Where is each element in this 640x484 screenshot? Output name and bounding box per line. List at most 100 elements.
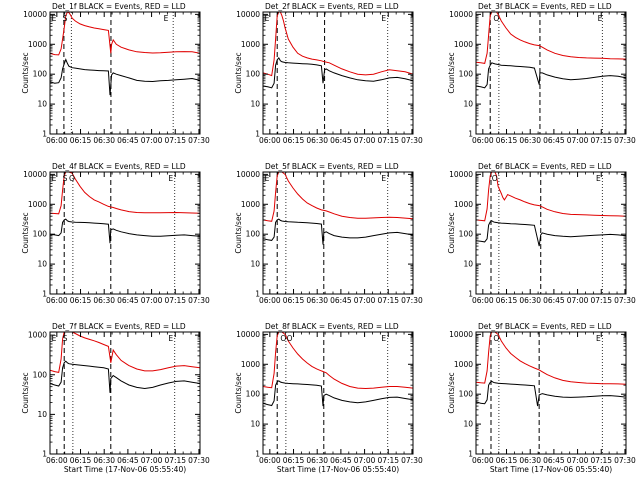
x-tick-label: 07:00 — [354, 296, 376, 305]
y-axis-label: Counts/sec — [447, 52, 456, 93]
y-tick-label: 1000 — [28, 331, 47, 340]
x-tick-label: 07:15 — [377, 456, 399, 465]
y-tick-label: 1 — [42, 130, 47, 139]
annotation-label: E — [265, 174, 270, 183]
y-tick-label: 10 — [250, 100, 260, 109]
x-tick-label: 06:00 — [259, 296, 281, 305]
x-tick-label: 07:15 — [377, 136, 399, 145]
x-tick-label: 07:00 — [354, 456, 376, 465]
y-tick-label: 100 — [33, 370, 48, 379]
x-tick-label: 06:00 — [46, 296, 68, 305]
x-tick-label: 07:30 — [188, 296, 210, 305]
series-line-events — [476, 62, 626, 89]
detector-panel-9: Det_9f BLACK = Events, RED = LLD O E 1 10 100… — [447, 322, 636, 474]
x-tick-label: 07:30 — [401, 136, 423, 145]
x-tick-label: 06:30 — [306, 456, 328, 465]
y-tick-label: 1000 — [28, 200, 47, 209]
series-line-events — [263, 380, 413, 407]
x-tick-label: 06:45 — [117, 136, 139, 145]
y-tick-label: 100 — [246, 230, 261, 239]
x-tick-label: 06:15 — [70, 456, 92, 465]
x-tick-label: 07:30 — [188, 136, 210, 145]
y-tick-label: 100 — [33, 230, 48, 239]
y-axis-label: Counts/sec — [21, 372, 30, 413]
panel-title: Det_6f BLACK = Events, RED = LLD — [478, 162, 612, 171]
y-tick-label: 100 — [459, 390, 474, 399]
series-line-events — [50, 58, 200, 96]
x-tick-label: 06:15 — [283, 456, 305, 465]
y-tick-label: 1000 — [241, 40, 260, 49]
plot-frame — [49, 331, 201, 455]
panel-title: Det_3f BLACK = Events, RED = LLD — [478, 2, 612, 11]
y-axis-label: Counts/sec — [447, 212, 456, 253]
plot-frame — [49, 11, 201, 135]
y-tick-label: 10000 — [236, 10, 260, 19]
plot-frame — [262, 171, 414, 295]
annotation-label: O — [492, 174, 498, 183]
plot-frame — [475, 11, 627, 135]
annotation-label: E — [596, 334, 601, 343]
y-tick-label: 1000 — [454, 40, 473, 49]
x-tick-label: 06:30 — [519, 136, 541, 145]
x-tick-label: 06:45 — [543, 456, 565, 465]
x-tick-label: 07:00 — [567, 456, 589, 465]
annotation-label: E — [168, 174, 173, 183]
y-tick-label: 10 — [37, 100, 47, 109]
x-tick-label: 06:15 — [496, 296, 518, 305]
x-tick-label: 06:00 — [259, 456, 281, 465]
x-axis-label: Start Time (17-Nov-06 05:55:40) — [64, 465, 186, 474]
series-line-events — [50, 360, 200, 393]
annotation-label: E — [52, 174, 57, 183]
y-tick-label: 10000 — [23, 10, 47, 19]
x-tick-label: 07:30 — [401, 456, 423, 465]
x-tick-label: 07:00 — [354, 136, 376, 145]
y-tick-label: 100 — [246, 70, 261, 79]
x-tick-label: 06:30 — [93, 296, 115, 305]
annotation-label: E — [265, 14, 270, 23]
series-line-events — [263, 57, 413, 89]
plot-frame — [262, 331, 414, 455]
y-tick-label: 1 — [468, 290, 473, 299]
series-line-lld — [476, 332, 626, 385]
detector-panel-2: Det_2f BLACK = Events, RED = LLD E E 1 10 100… — [234, 2, 423, 145]
y-tick-label: 10000 — [449, 170, 473, 179]
x-tick-label: 06:30 — [93, 456, 115, 465]
panel-title: Det_2f BLACK = Events, RED = LLD — [265, 2, 399, 11]
y-tick-label: 100 — [459, 230, 474, 239]
y-tick-label: 10 — [463, 260, 473, 269]
x-tick-label: 06:30 — [519, 456, 541, 465]
x-tick-label: 06:45 — [330, 136, 352, 145]
y-tick-label: 10000 — [236, 330, 260, 339]
y-tick-label: 1 — [468, 130, 473, 139]
panel-title: Det_7f BLACK = Events, RED = LLD — [52, 322, 186, 331]
y-tick-label: 10000 — [449, 330, 473, 339]
x-tick-label: 06:15 — [496, 136, 518, 145]
series-line-events — [50, 218, 200, 244]
x-tick-label: 07:15 — [164, 296, 186, 305]
x-tick-label: 07:30 — [188, 456, 210, 465]
x-tick-label: 07:00 — [141, 456, 163, 465]
y-axis-label: Counts/sec — [21, 212, 30, 253]
series-line-lld — [263, 12, 413, 77]
y-tick-label: 100 — [33, 70, 48, 79]
series-line-lld — [50, 12, 200, 56]
y-tick-label: 1000 — [241, 360, 260, 369]
y-tick-label: 100 — [246, 390, 261, 399]
annotation-label: E — [164, 14, 169, 23]
series-line-events — [476, 380, 626, 407]
y-tick-label: 10000 — [23, 170, 47, 179]
series-line-lld — [476, 12, 626, 64]
y-tick-label: 1000 — [454, 200, 473, 209]
x-tick-label: 06:00 — [46, 136, 68, 145]
y-tick-label: 1 — [42, 450, 47, 459]
y-tick-label: 1 — [42, 290, 47, 299]
x-tick-label: 06:45 — [543, 296, 565, 305]
x-tick-label: 07:00 — [567, 296, 589, 305]
y-tick-label: 10 — [463, 420, 473, 429]
annotation-label: E — [52, 334, 57, 343]
x-axis-label: Start Time (17-Nov-06 05:55:40) — [490, 465, 612, 474]
annotation-label: O — [493, 14, 499, 23]
x-axis-label: Start Time (17-Nov-06 05:55:40) — [277, 465, 399, 474]
y-axis-label: Counts/sec — [21, 52, 30, 93]
